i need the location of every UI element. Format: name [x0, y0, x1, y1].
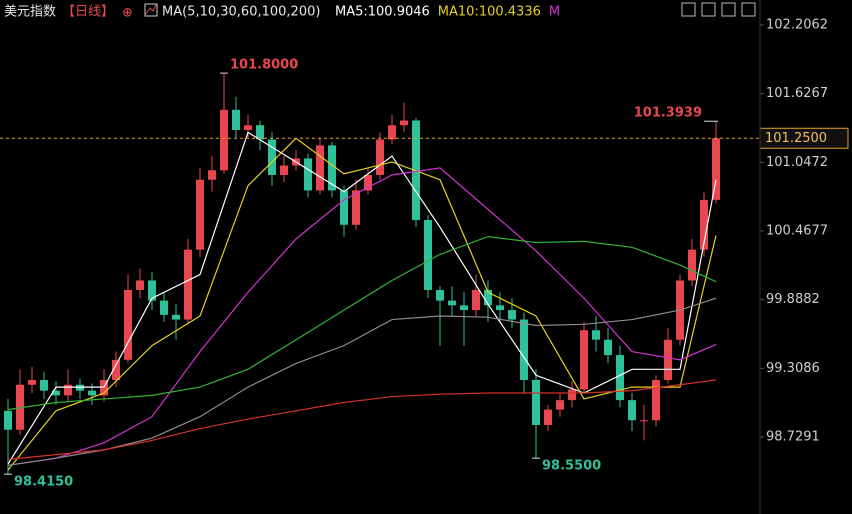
candle-body — [304, 158, 312, 191]
candle-body — [328, 145, 336, 191]
candle-body — [112, 359, 120, 380]
candle-body — [472, 289, 480, 311]
settings-icon[interactable]: ⊕ — [122, 6, 133, 21]
chart-title: 美元指数 — [4, 5, 56, 20]
y-tick-label: 102.2062 — [766, 17, 828, 32]
candle-body — [712, 138, 720, 200]
candle-body — [124, 289, 132, 360]
candle-body — [628, 400, 636, 421]
candle-body — [400, 120, 408, 126]
candle-body — [208, 170, 216, 180]
ma-line — [7, 131, 717, 465]
legend-entry: M — [549, 5, 560, 20]
candle-body — [88, 390, 96, 396]
candle-body — [532, 379, 540, 426]
candle-body — [256, 125, 264, 140]
candle-body — [436, 289, 444, 301]
tool-button[interactable] — [721, 2, 736, 17]
ma-line — [7, 297, 717, 466]
ma-line — [7, 167, 717, 466]
candle-body — [460, 305, 468, 311]
candle-body — [520, 319, 528, 380]
y-tick-label: 98.7291 — [766, 429, 820, 444]
candle-body — [352, 190, 360, 225]
candle-body — [196, 179, 204, 250]
last-price-label: 101.2500 — [765, 131, 827, 146]
candle-body — [664, 339, 672, 380]
candle-body — [448, 300, 456, 306]
ma-line — [7, 379, 717, 460]
candle-body — [64, 384, 72, 396]
candle-body — [544, 409, 552, 426]
candle-body — [232, 109, 240, 130]
ma-line — [7, 236, 717, 411]
candle-body — [496, 305, 504, 311]
candle-body — [40, 379, 48, 391]
candle-body — [172, 314, 180, 320]
candle-body — [136, 280, 144, 290]
tool-button[interactable] — [681, 2, 696, 17]
annotation: 101.3939 — [634, 106, 702, 121]
y-tick-label: 99.3086 — [766, 361, 820, 376]
ma-header: MA(5,10,30,60,100,200) — [162, 5, 320, 20]
candle-body — [592, 330, 600, 340]
candle-body — [268, 139, 276, 176]
toolbar — [681, 2, 756, 17]
candle-body — [340, 190, 348, 225]
candle-body — [52, 390, 60, 396]
candle-body — [184, 249, 192, 320]
candle-body — [652, 379, 660, 421]
annotation: 98.5500 — [542, 459, 601, 474]
candle-body — [508, 310, 516, 320]
candle-body — [604, 339, 612, 356]
y-tick-label: 99.8882 — [766, 292, 820, 307]
candle-body — [568, 389, 576, 401]
legend-entry: MA10:100.4336 — [438, 5, 541, 20]
candle-body — [388, 125, 396, 140]
candle-body — [424, 220, 432, 290]
candle-body — [28, 379, 36, 385]
candle-body — [316, 145, 324, 191]
indicator-icon-line — [145, 4, 157, 15]
candle-body — [688, 249, 696, 281]
candle-body — [580, 330, 588, 390]
y-tick-label: 101.6267 — [766, 86, 828, 101]
period[interactable]: 【日线】 — [62, 5, 114, 20]
indicator-icon[interactable] — [144, 3, 158, 17]
tool-button[interactable] — [701, 2, 716, 17]
candle-body — [4, 410, 12, 430]
candle-body — [556, 400, 564, 410]
candle-body — [280, 165, 288, 176]
ma-line — [7, 137, 717, 471]
candle-body — [148, 280, 156, 301]
y-tick-label: 101.0472 — [766, 155, 828, 170]
candle-body — [700, 199, 708, 250]
candle-body — [376, 139, 384, 176]
candle-body — [160, 300, 168, 315]
candle-body — [484, 289, 492, 306]
tool-button[interactable] — [741, 2, 756, 17]
annotation: 98.4150 — [14, 475, 73, 490]
annotation: 101.8000 — [230, 58, 298, 73]
y-tick-label: 100.4677 — [766, 223, 828, 238]
candle-body — [220, 109, 228, 171]
legend-entry: MA5:100.9046 — [335, 5, 430, 20]
candle-body — [364, 175, 372, 191]
candle-body — [616, 355, 624, 401]
candle-body — [244, 125, 252, 130]
candle-body — [640, 420, 648, 422]
